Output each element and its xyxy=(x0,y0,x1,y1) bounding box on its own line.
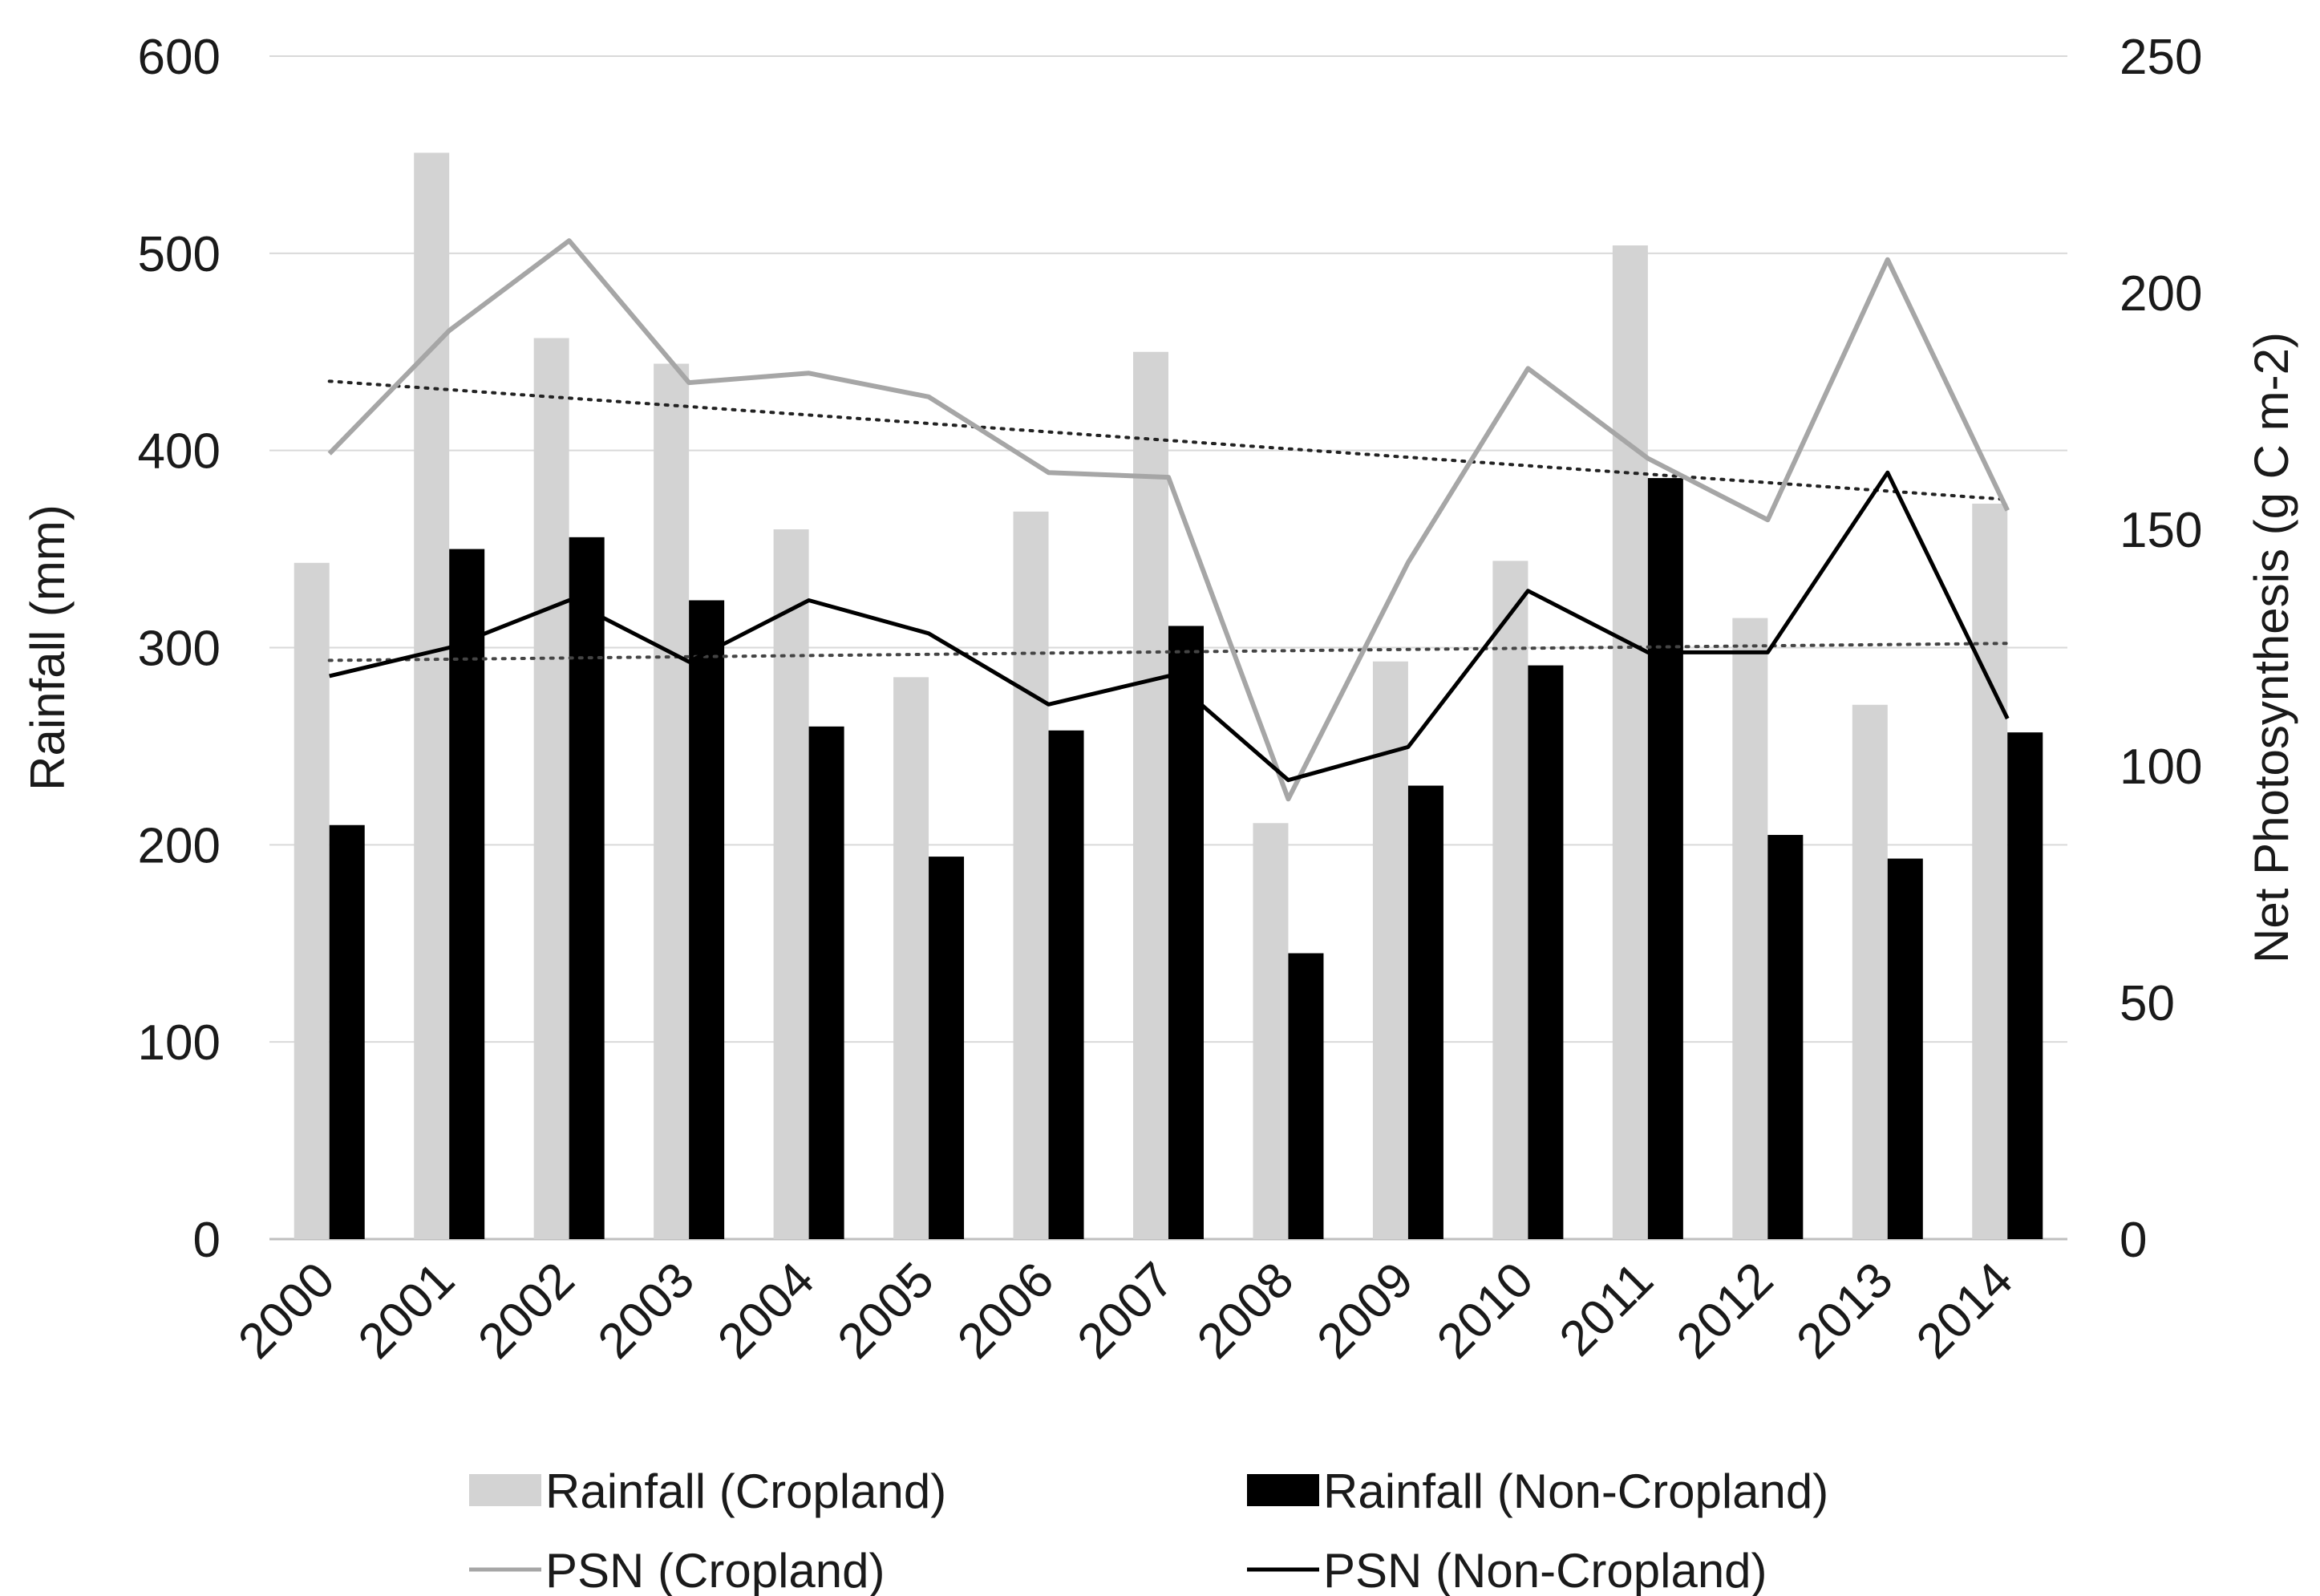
bar-rainfall-non-cropland xyxy=(449,549,485,1239)
bar-rainfall-non-cropland xyxy=(329,824,365,1239)
bar-rainfall-non-cropland xyxy=(1887,858,1923,1239)
bar-rainfall-non-cropland xyxy=(808,726,844,1239)
legend-label-rainfall-non-cropland: Rainfall (Non-Cropland) xyxy=(1323,1464,1828,1518)
bar-rainfall-non-cropland xyxy=(1288,953,1324,1239)
bar-rainfall-cropland xyxy=(654,363,690,1239)
y-left-tick-label: 200 xyxy=(138,818,221,873)
bar-rainfall-non-cropland xyxy=(569,537,605,1239)
x-tick-label: 2014 xyxy=(1906,1252,2023,1369)
y-right-tick-label: 100 xyxy=(2120,739,2202,795)
bar-rainfall-cropland xyxy=(773,529,809,1239)
bar-rainfall-non-cropland xyxy=(689,600,725,1239)
y-right-tick-label: 200 xyxy=(2120,266,2202,322)
x-tick-label: 2006 xyxy=(947,1252,1064,1369)
y-left-tick-label: 400 xyxy=(138,424,221,480)
legend-label-psn-cropland: PSN (Cropland) xyxy=(545,1544,885,1596)
bar-rainfall-cropland xyxy=(893,677,929,1239)
bar-rainfall-cropland xyxy=(1133,351,1168,1239)
bar-rainfall-non-cropland xyxy=(1048,730,1084,1239)
trendline-psn-non-cropland xyxy=(327,642,2010,662)
x-tick-label: 2004 xyxy=(707,1252,824,1369)
bar-rainfall-cropland xyxy=(1732,618,1768,1239)
y-left-tick-label: 300 xyxy=(138,622,221,677)
bar-rainfall-cropland xyxy=(533,338,569,1240)
bar-rainfall-non-cropland xyxy=(1767,835,1804,1239)
x-tick-label: 2012 xyxy=(1666,1252,1784,1369)
bar-rainfall-non-cropland xyxy=(1647,478,1683,1239)
x-tick-label: 2008 xyxy=(1187,1252,1304,1369)
lines-layer xyxy=(327,238,2010,802)
bar-rainfall-cropland xyxy=(1253,823,1289,1239)
bar-rainfall-cropland xyxy=(1372,661,1408,1239)
x-tick-label: 2007 xyxy=(1067,1252,1184,1369)
bar-rainfall-cropland xyxy=(1013,511,1049,1239)
y-left-tick-label: 600 xyxy=(138,30,221,85)
x-tick-label: 2009 xyxy=(1307,1252,1424,1369)
trend-layer xyxy=(327,379,2010,662)
bar-rainfall-cropland xyxy=(414,152,450,1239)
bar-rainfall-cropland xyxy=(294,562,330,1239)
y-right-tick-label: 250 xyxy=(2120,30,2202,85)
legend-label-psn-non-cropland: PSN (Non-Cropland) xyxy=(1323,1544,1767,1596)
y-right-tick-label: 50 xyxy=(2120,976,2175,1031)
legend-layer: Rainfall (Cropland) Rainfall (Non-Croplan… xyxy=(469,1464,1828,1596)
y-left-axis-title: Rainfall (mm) xyxy=(21,504,75,791)
x-tick-label: 2000 xyxy=(228,1252,345,1369)
line-psn-non-cropland xyxy=(329,470,2010,783)
x-tick-label: 2002 xyxy=(468,1252,585,1369)
bar-rainfall-cropland xyxy=(1972,504,2008,1239)
x-tick-label: 2003 xyxy=(588,1252,705,1369)
bar-rainfall-cropland xyxy=(1492,561,1528,1239)
bar-rainfall-non-cropland xyxy=(2007,732,2043,1239)
bar-rainfall-non-cropland xyxy=(1168,626,1204,1239)
x-tick-label: 2010 xyxy=(1427,1252,1544,1369)
y-right-tick-label: 0 xyxy=(2120,1213,2147,1268)
y-right-tick-label: 150 xyxy=(2120,503,2202,558)
x-tick-label: 2005 xyxy=(828,1252,945,1369)
y-right-axis-title: Net Photosynthesis (g C m-2) xyxy=(2245,332,2298,963)
bar-rainfall-non-cropland xyxy=(1407,785,1443,1239)
legend-swatch-rainfall-cropland xyxy=(469,1474,541,1506)
bar-rainfall-cropland xyxy=(1612,245,1648,1239)
line-psn-cropland xyxy=(327,238,2010,802)
x-tick-label: 2001 xyxy=(348,1252,465,1369)
legend-swatch-rainfall-non-cropland xyxy=(1247,1474,1319,1506)
trendline-psn-cropland xyxy=(327,379,2010,501)
y-left-tick-label: 100 xyxy=(138,1015,221,1071)
x-tick-label: 2011 xyxy=(1549,1252,1664,1367)
bars-layer xyxy=(294,152,2043,1240)
bar-rainfall-non-cropland xyxy=(929,857,965,1239)
y-left-tick-label: 500 xyxy=(138,227,221,282)
legend-label-rainfall-cropland: Rainfall (Cropland) xyxy=(545,1464,946,1518)
bar-rainfall-cropland xyxy=(1852,704,1888,1239)
bar-rainfall-non-cropland xyxy=(1528,665,1564,1239)
y-left-tick-label: 0 xyxy=(193,1213,221,1268)
x-tick-label: 2013 xyxy=(1786,1252,1903,1369)
